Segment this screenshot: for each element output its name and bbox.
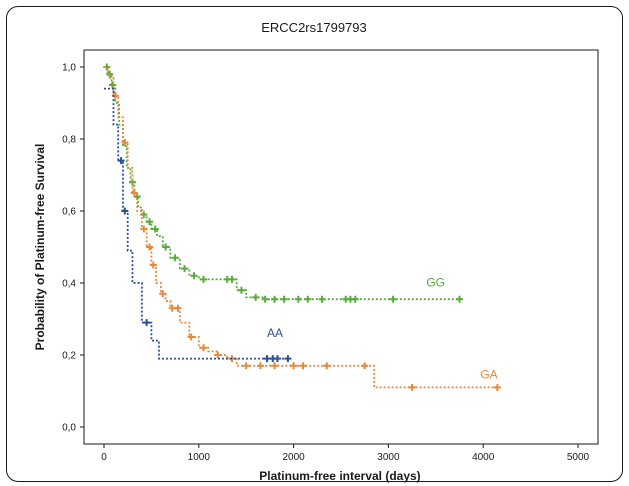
chart-title: ERCC2rs1799793 [261, 20, 367, 35]
censor-mark [159, 290, 167, 298]
x-tick-label: 2000 [282, 452, 305, 463]
censor-mark [228, 275, 236, 283]
x-tick-label: 4000 [472, 452, 495, 463]
censor-mark [106, 70, 114, 78]
censor-mark [256, 362, 264, 370]
y-tick-label: 0,8 [62, 135, 76, 146]
series-label-ga: GA [480, 367, 497, 381]
x-tick-label: 1000 [188, 452, 211, 463]
censor-mark [200, 344, 208, 352]
censor-mark [284, 355, 292, 363]
axes: 0 1000 2000 3000 4000 5000 0,0 0,2 0,4 0,6 0,8 1,0 [62, 63, 589, 464]
censor-mark [143, 319, 151, 327]
censor-mark [271, 295, 279, 303]
censor-mark [280, 295, 288, 303]
series-gg: GG [103, 63, 463, 303]
censor-mark [299, 362, 307, 370]
censor-mark [237, 286, 245, 294]
x-tick-label: 3000 [377, 452, 400, 463]
x-tick-label: 0 [101, 452, 107, 463]
censor-mark [146, 218, 154, 226]
censor-mark [121, 207, 129, 215]
censor-mark [109, 81, 117, 89]
censor-mark [304, 295, 312, 303]
censor-mark [140, 225, 148, 233]
censor-mark [273, 355, 281, 363]
censor-mark [389, 295, 397, 303]
y-tick-label: 0,0 [62, 423, 76, 434]
censor-mark [242, 362, 250, 370]
censor-mark [318, 295, 326, 303]
x-axis-label: Platinum-free interval (days) [259, 469, 420, 483]
censor-mark [190, 272, 198, 280]
censor-mark [493, 383, 501, 391]
censor-mark [181, 265, 189, 273]
censor-mark [294, 295, 302, 303]
survival-curve-aa [104, 87, 289, 360]
censor-mark [171, 254, 179, 262]
censor-mark [200, 275, 208, 283]
censor-mark [408, 383, 416, 391]
series-label-aa: AA [267, 326, 283, 340]
censor-mark [117, 157, 125, 165]
x-tick-label: 5000 [567, 452, 590, 463]
censor-mark [351, 295, 359, 303]
series-ga: GA [104, 66, 501, 391]
series-label-gg: GG [426, 276, 445, 290]
y-tick-label: 1,0 [62, 63, 76, 74]
censor-mark [162, 243, 170, 251]
censor-mark [252, 293, 260, 301]
y-axis-label: Probability of Platinum-free Survival [33, 144, 47, 351]
y-tick-label: 0,4 [62, 279, 76, 290]
censor-mark [174, 304, 182, 312]
censor-mark [271, 362, 279, 370]
censor-mark [149, 261, 157, 269]
censor-mark [361, 362, 369, 370]
y-tick-label: 0,6 [62, 207, 76, 218]
censor-mark [290, 362, 298, 370]
censor-mark [146, 243, 154, 251]
censor-mark [456, 295, 463, 303]
censor-mark [323, 362, 331, 370]
plot-area [83, 49, 599, 445]
censor-mark [121, 139, 129, 147]
censor-mark [151, 225, 159, 233]
censor-mark [187, 333, 195, 341]
censor-mark [130, 189, 138, 197]
series-aa: AA [104, 87, 292, 363]
censor-mark [261, 295, 269, 303]
series-layer: GG GA AA [103, 63, 501, 391]
y-tick-label: 0,2 [62, 351, 76, 362]
censor-mark [214, 351, 222, 359]
